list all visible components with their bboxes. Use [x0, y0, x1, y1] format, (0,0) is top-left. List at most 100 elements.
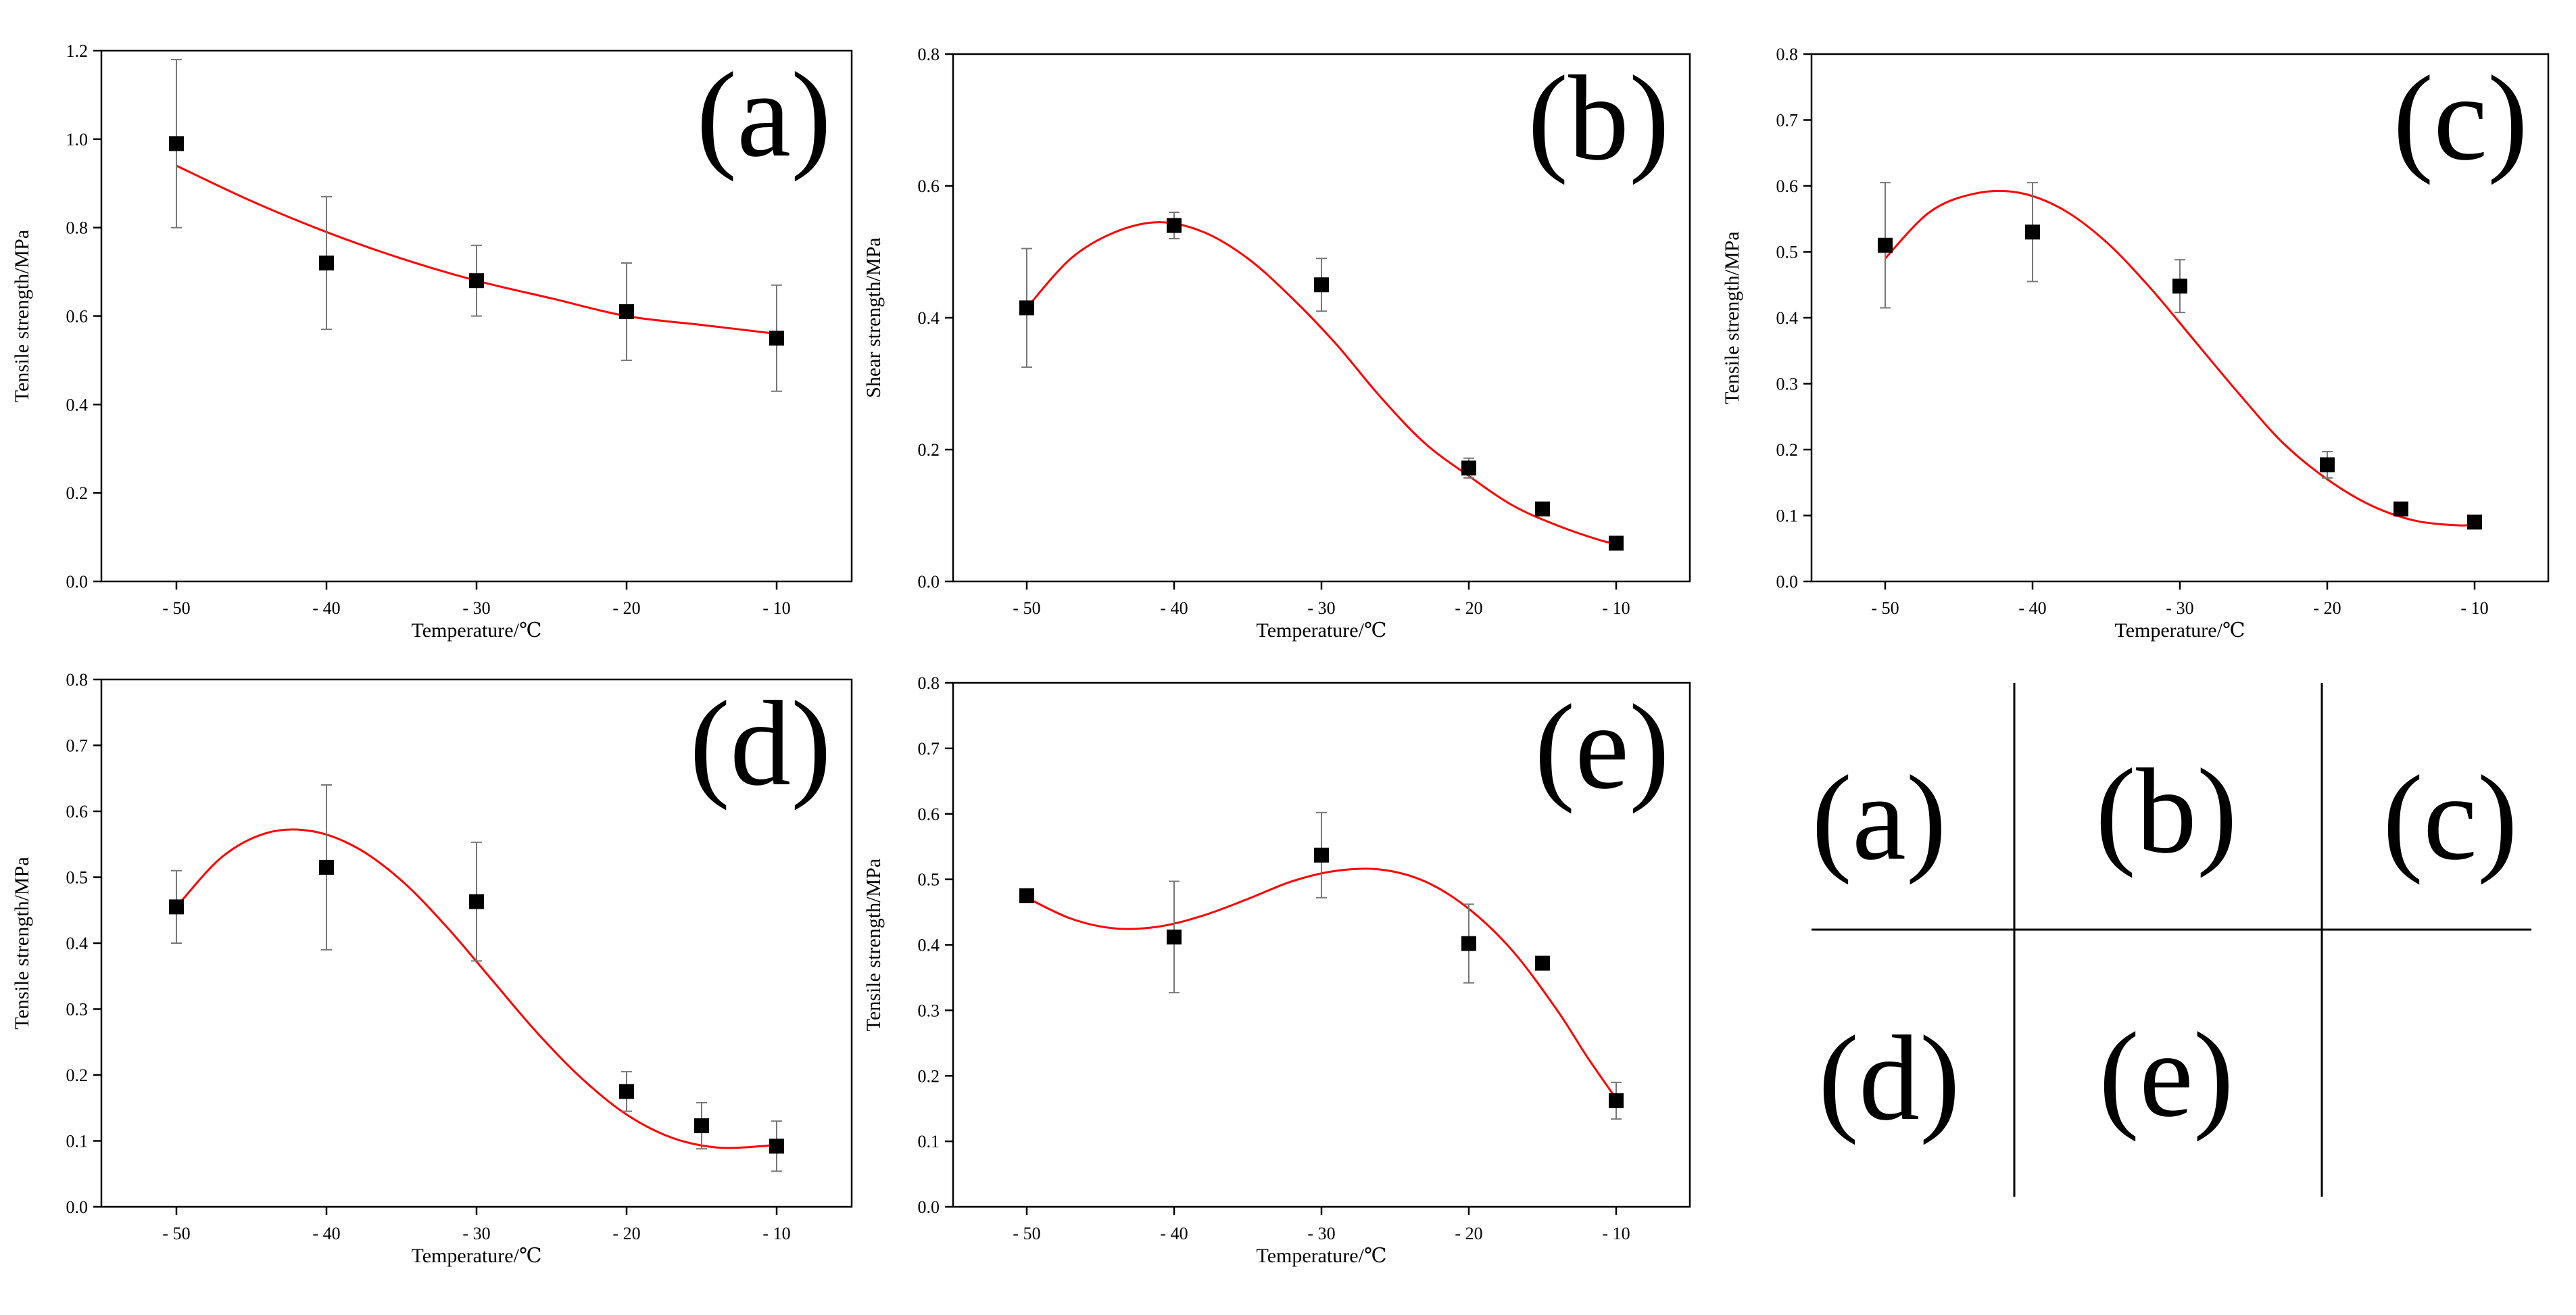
panel-tag: (d): [689, 676, 831, 811]
chart-panel-c: - 50 - 40 - 30 - 20 - 10 0.0 0.1 0.2 0.3 0.4 0.5 0.…: [1721, 45, 2550, 642]
data-point: [1535, 955, 1550, 971]
y-tick-label: 0.4: [918, 936, 940, 955]
x-tick-label: - 50: [1013, 598, 1040, 618]
y-tick-label: 0.5: [1776, 243, 1799, 262]
data-point: [1167, 929, 1182, 945]
data-point: [1461, 936, 1476, 951]
y-tick-label: 0.2: [918, 1066, 940, 1086]
fit-curve: [1025, 221, 1617, 544]
fit-curve: [175, 828, 777, 1149]
x-tick-label: - 20: [2313, 598, 2341, 618]
fit-curve: [1884, 189, 2475, 527]
y-tick-label: 0.8: [918, 45, 940, 64]
x-tick-label: - 10: [762, 1224, 790, 1243]
y-tick-label: 0.3: [1776, 375, 1799, 394]
y-tick-label: 0.0: [918, 572, 940, 592]
y-tick-label: 0.6: [66, 307, 89, 327]
y-tick-label: 0.8: [918, 673, 940, 693]
x-tick-label: - 10: [762, 598, 790, 618]
y-tick-label: 0.0: [918, 1197, 940, 1217]
data-point: [1019, 888, 1034, 903]
data-point: [2025, 224, 2040, 240]
y-tick-label: 0.4: [1776, 308, 1799, 328]
x-tick-label: - 40: [1160, 598, 1188, 618]
data-point: [769, 1139, 784, 1154]
chart-panel-a: - 50 - 40 - 30 - 20 - 10 0.0 0.2 0.4 0.6 0.8 1.0 1.…: [11, 41, 853, 642]
y-tick-label: 0.3: [66, 1000, 89, 1020]
data-point: [1314, 277, 1329, 293]
data-point: [769, 331, 784, 346]
x-tick-label: - 20: [612, 598, 640, 618]
data-point: [169, 899, 184, 915]
x-tick-label: - 20: [1455, 1224, 1482, 1243]
panel-tag: (e): [1534, 679, 1670, 814]
data-point: [1609, 535, 1624, 551]
chart-panel-e: - 50 - 40 - 30 - 20 - 10 0.0 0.1 0.2 0.3 0.4 0.5 0.…: [862, 673, 1691, 1267]
y-tick-label: 0.7: [1776, 111, 1799, 130]
data-point: [469, 273, 484, 289]
y-tick-label: 0.2: [66, 483, 89, 503]
x-axis-label: Temperature/℃: [411, 1245, 541, 1267]
x-tick-label: - 30: [1307, 1224, 1335, 1243]
data-point: [469, 894, 484, 909]
data-point: [2320, 457, 2335, 473]
data-point: [1609, 1093, 1624, 1109]
y-tick-label: 0.2: [66, 1066, 89, 1085]
chart-panel-d: - 50 - 40 - 30 - 20 - 10 0.0 0.1 0.2 0.3 0.4 0.5 0.…: [11, 670, 853, 1267]
y-tick-label: 0.6: [918, 176, 940, 196]
x-tick-label: - 10: [1602, 1224, 1630, 1243]
y-tick-label: 0.1: [66, 1132, 89, 1151]
x-axis-label: Temperature/℃: [411, 619, 541, 642]
x-tick-label: - 30: [1307, 598, 1335, 618]
x-tick-label: - 20: [1455, 598, 1482, 618]
x-tick-label: - 20: [612, 1224, 640, 1243]
y-tick-label: 0.7: [918, 739, 940, 759]
panel-tag: (b): [1528, 51, 1670, 185]
x-tick-label: - 40: [1160, 1224, 1188, 1243]
x-axis-label: Temperature/℃: [1256, 619, 1386, 642]
chart-panel-b: - 50 - 40 - 30 - 20 - 10 0.0 0.2 0.4 0.6 0.8 Tempe…: [862, 45, 1691, 642]
data-point: [1167, 218, 1182, 233]
panel-tag: (a): [696, 47, 831, 182]
x-tick-label: - 50: [162, 598, 190, 618]
y-tick-label: 1.0: [66, 130, 89, 149]
x-tick-label: - 50: [1013, 1224, 1040, 1243]
key-label-a: (a): [1812, 750, 1947, 885]
y-tick-label: 0.4: [66, 934, 89, 953]
y-axis-label: Tensile strength/MPa: [11, 230, 33, 402]
x-tick-label: - 10: [2460, 598, 2488, 618]
x-tick-label: - 30: [2166, 598, 2193, 618]
data-point: [319, 859, 334, 875]
data-point: [1314, 847, 1329, 863]
y-tick-label: 0.8: [66, 218, 89, 238]
y-tick-label: 0.0: [66, 572, 89, 592]
data-point: [619, 1084, 634, 1099]
data-point: [1461, 460, 1476, 476]
x-axis-label: Temperature/℃: [2114, 619, 2245, 642]
x-tick-label: - 30: [462, 1224, 490, 1243]
y-tick-label: 1.2: [66, 41, 89, 61]
key-label-e: (e): [2099, 1007, 2234, 1142]
x-tick-label: - 40: [312, 598, 340, 618]
y-axis-label: Shear strength/MPa: [862, 237, 885, 398]
y-axis-label: Tensile strength/MPa: [1721, 231, 1743, 404]
key-label-d: (d): [1818, 1011, 1960, 1145]
y-tick-label: 0.4: [918, 308, 940, 328]
y-tick-label: 0.6: [1776, 176, 1799, 196]
panel-layout-key: (a) (b) (c) (d) (e): [1812, 683, 2531, 1197]
data-point: [694, 1118, 709, 1134]
data-point: [1878, 237, 1893, 253]
fit-curve: [1026, 867, 1618, 1100]
x-tick-label: - 50: [1871, 598, 1899, 618]
y-tick-label: 0.2: [918, 440, 940, 460]
y-tick-label: 0.6: [66, 802, 89, 821]
x-tick-label: - 50: [162, 1224, 190, 1243]
data-point: [1019, 300, 1034, 316]
panel-tag: (c): [2393, 51, 2528, 185]
data-point: [2393, 501, 2408, 517]
data-point: [169, 136, 184, 151]
y-tick-label: 0.5: [918, 870, 940, 890]
y-tick-label: 0.4: [66, 395, 89, 414]
y-tick-label: 0.6: [918, 805, 940, 824]
